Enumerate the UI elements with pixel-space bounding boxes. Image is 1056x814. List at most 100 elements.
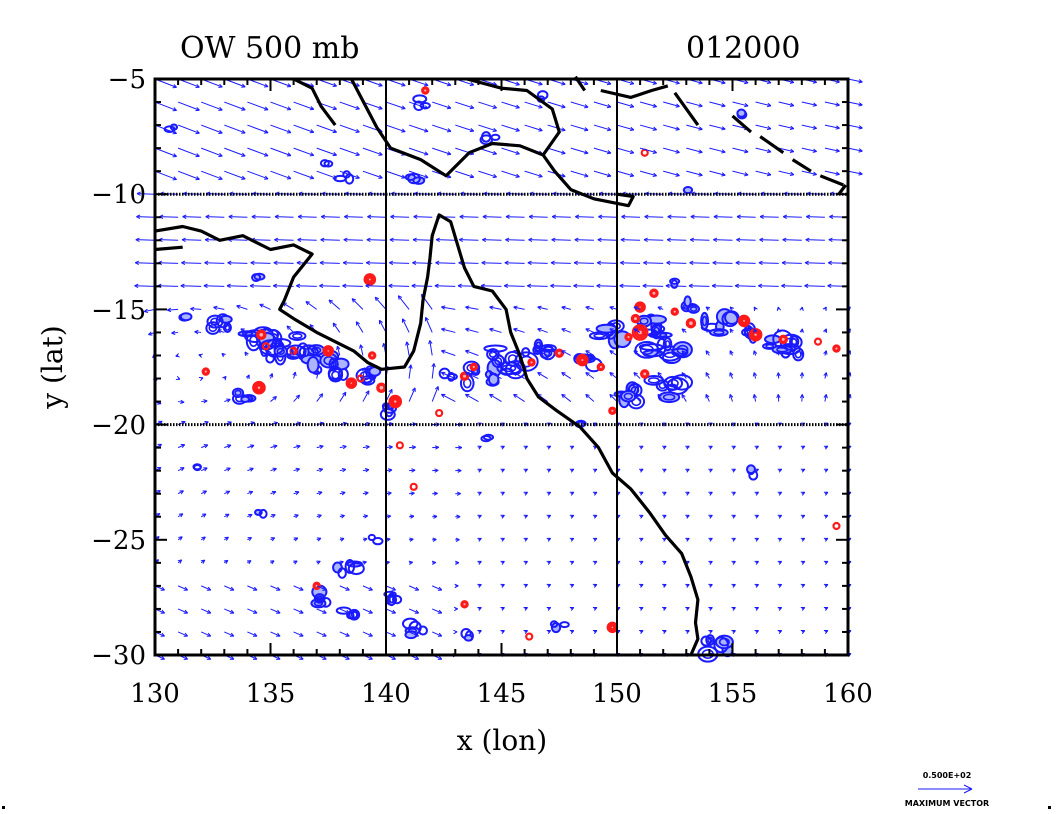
wind-vector-head (546, 606, 552, 611)
wind-vector-head (500, 630, 505, 634)
wind-vector-head (414, 586, 420, 591)
positive-ow-contour (388, 394, 403, 409)
wind-vector (408, 364, 412, 379)
wind-vector (136, 216, 156, 218)
wind-vector-head (777, 491, 783, 496)
wind-vector (247, 631, 258, 637)
wind-vector (465, 372, 479, 379)
wind-vector (441, 372, 456, 379)
wind-vector (481, 285, 502, 287)
wind-vector (688, 285, 710, 287)
coastline-segment (819, 174, 844, 187)
wind-vector-head (332, 82, 337, 88)
negative-ow-contour (534, 346, 541, 354)
wind-vector-head (388, 388, 393, 394)
wind-vector (224, 444, 232, 449)
wind-vector-head (204, 260, 209, 266)
positive-ow-contour (348, 380, 355, 387)
wind-vector-head (829, 214, 834, 219)
wind-vector-head (573, 283, 578, 289)
vector-legend: 0.500E+02 MAXIMUM VECTOR (905, 771, 989, 808)
wind-vector-head (264, 152, 269, 157)
wind-vector (537, 328, 548, 333)
wind-vector-head (408, 560, 413, 565)
wind-vector-head (469, 128, 475, 133)
x-tick-label: 160 (823, 679, 873, 709)
wind-vector-head (343, 237, 348, 242)
wind-vector-head (401, 82, 406, 87)
wind-vector-head (345, 609, 350, 614)
wind-vector-head (201, 536, 206, 541)
wind-vector-head (412, 237, 417, 242)
wind-vector-head (338, 368, 344, 374)
wind-vector-head (858, 125, 863, 130)
wind-vector-head (569, 445, 575, 450)
wind-vector-head (378, 319, 383, 325)
wind-vector-head (675, 149, 680, 154)
wind-vector-head (361, 367, 367, 372)
wind-vector (177, 585, 188, 591)
wind-vector-head (609, 305, 614, 311)
wind-vector-head (731, 560, 736, 565)
wind-vector (362, 608, 373, 614)
wind-vector-head (523, 491, 528, 496)
wind-vector-head (639, 514, 644, 519)
wind-vector-head (269, 373, 274, 378)
wind-vector-head (754, 560, 759, 565)
wind-vector-head (823, 630, 829, 634)
wind-vector (293, 608, 304, 614)
wind-vector (501, 147, 520, 155)
wind-vector (316, 170, 337, 179)
wind-vector-head (523, 630, 528, 634)
wind-vector (489, 393, 502, 402)
wind-vector-head (286, 175, 292, 180)
negative-ow-contour (407, 172, 421, 185)
wind-vector (227, 262, 248, 264)
wind-vector-head (247, 537, 253, 542)
wind-vector-head (221, 352, 226, 358)
wind-vector-head (528, 214, 533, 219)
wind-vector-head (297, 214, 302, 219)
wind-vector-head (523, 514, 528, 519)
negative-ow-contour (593, 333, 606, 339)
wind-vector (378, 319, 387, 333)
wind-vector-head (276, 586, 281, 591)
wind-vector (365, 285, 387, 287)
wind-vector (250, 262, 271, 264)
wind-vector (385, 101, 406, 110)
wind-vector-head (251, 214, 256, 219)
wind-vector-head (633, 393, 638, 399)
wind-vector-head (203, 283, 208, 289)
wind-vector-head (206, 655, 212, 660)
wind-vector-head (272, 283, 278, 289)
wind-vector-head (681, 393, 686, 399)
wind-vector-head (340, 514, 345, 519)
wind-vector-head (299, 609, 304, 614)
wind-vector-head (226, 467, 231, 472)
wind-vector-head (183, 586, 189, 591)
wind-vector (402, 318, 410, 333)
negative-ow-contour (346, 611, 355, 620)
positive-ow-contour (346, 378, 356, 388)
wind-vector-head (414, 632, 420, 637)
wind-vector (177, 124, 200, 134)
wind-vector (561, 372, 572, 379)
wind-vector (205, 216, 225, 218)
wind-vector (201, 170, 223, 180)
negative-ow-contour (413, 100, 425, 112)
wind-vector-head (729, 394, 734, 399)
wind-vector (465, 350, 479, 356)
positive-ow-contour (409, 482, 418, 491)
wind-vector-head (561, 328, 566, 333)
wind-vector-head (584, 173, 589, 178)
wind-vector-head (315, 370, 320, 375)
wind-vector-head (639, 445, 644, 450)
wind-vector (339, 147, 360, 156)
wind-vector-head (489, 305, 494, 310)
wind-vector-head (711, 283, 716, 289)
wind-vector-head (629, 103, 635, 109)
wind-vector-head (662, 445, 667, 450)
wind-vector-head (781, 283, 786, 289)
wind-vector-head (355, 321, 360, 326)
